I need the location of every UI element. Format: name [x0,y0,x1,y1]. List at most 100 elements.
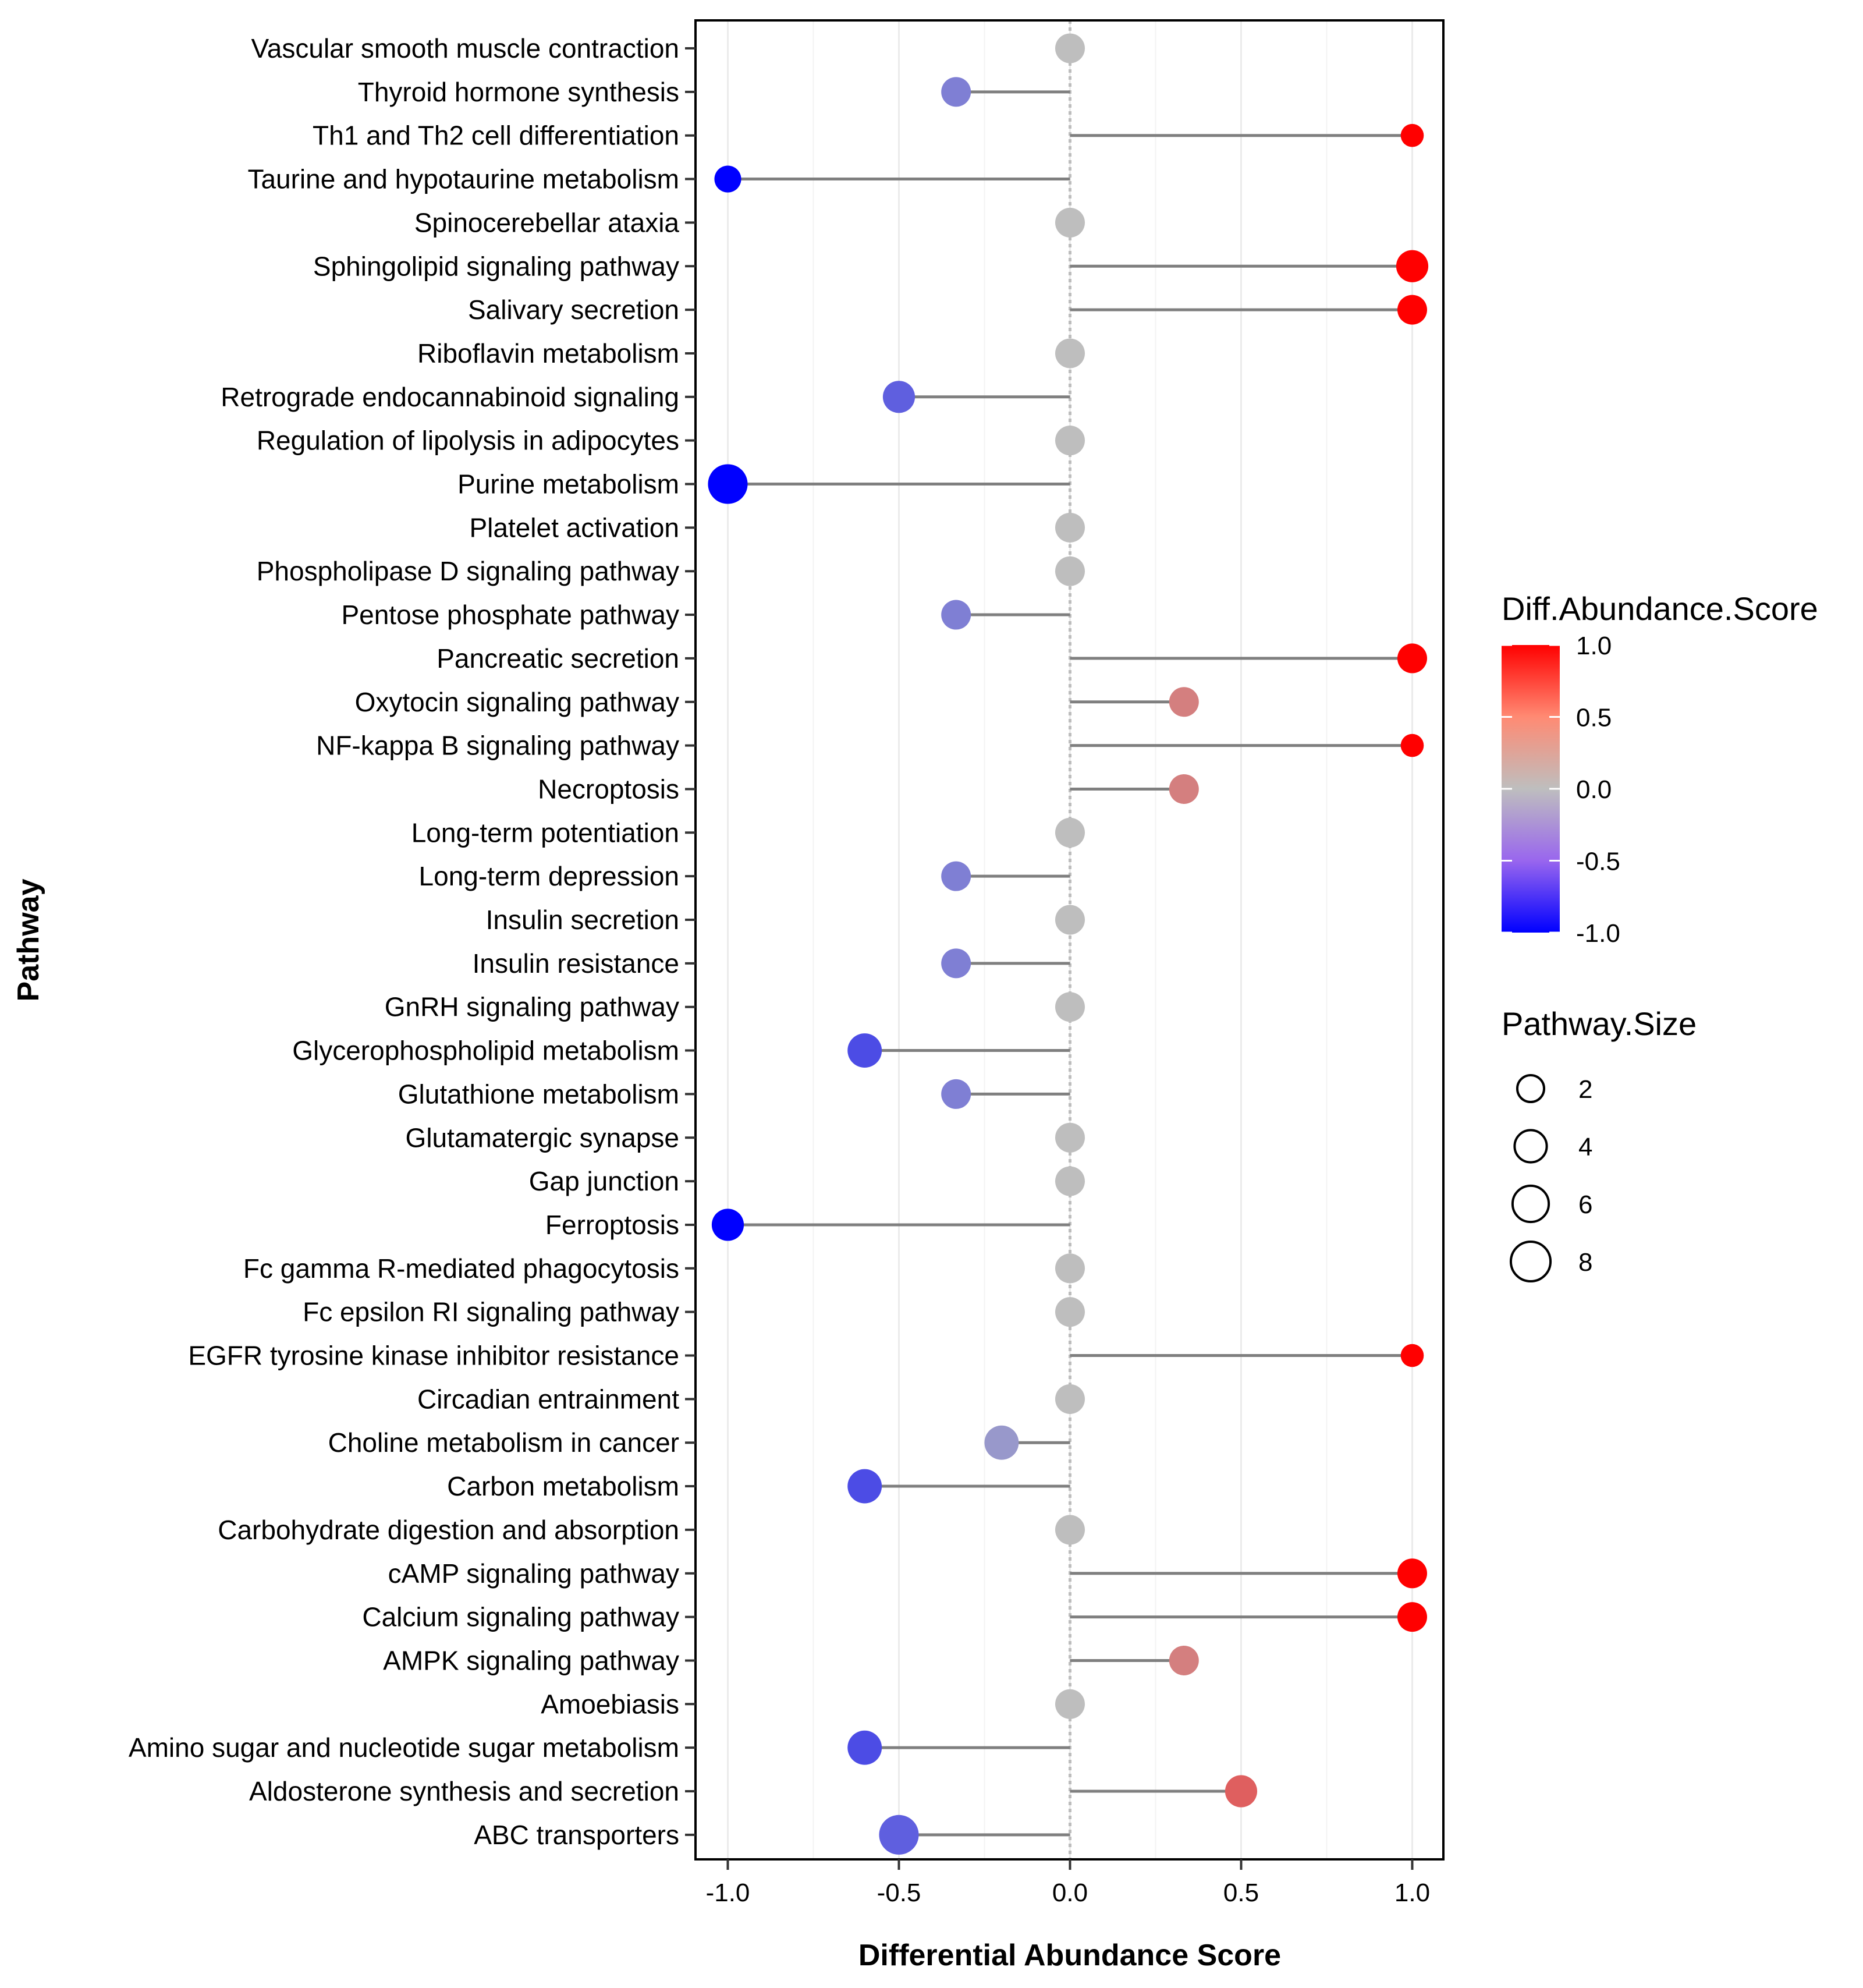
lollipop-point [847,1469,882,1504]
y-tick-label: Necroptosis [538,774,679,804]
size-legend: Pathway.Size 2 4 6 8 [1502,1005,1697,1283]
size-legend-circle [1509,1240,1552,1283]
y-tick-label: GnRH signaling pathway [385,992,679,1022]
lollipop-point [1397,295,1428,325]
y-tick-label: Calcium signaling pathway [362,1602,679,1632]
x-tick-label: -0.5 [877,1879,921,1907]
y-tick-label: Long-term potentiation [411,817,679,848]
lollipop-point [1055,1384,1085,1414]
color-legend: Diff.Abundance.Score 1.0 0.5 0.0 -0.5 -1.0 [1502,590,1818,948]
lollipop-point [1400,123,1424,147]
y-tick-label: ABC transporters [474,1820,679,1850]
lollipop-point [1400,733,1424,757]
lollipop-point [714,165,741,193]
lollipop-point [1055,1253,1085,1284]
color-legend-label: -0.5 [1576,848,1620,876]
y-tick-label: Fc gamma R-mediated phagocytosis [243,1253,679,1284]
y-tick-labels: Vascular smooth muscle contraction Thyroi… [129,33,695,1850]
lollipop-point [711,1209,744,1241]
lollipop-point [941,948,971,979]
y-tick-label: Pancreatic secretion [437,643,679,674]
y-tick-label: Insulin secretion [486,905,679,935]
y-tick-label: Amoebiasis [541,1689,679,1719]
y-tick-label: Fc epsilon RI signaling pathway [303,1297,679,1327]
size-legend-label: 6 [1578,1190,1592,1219]
lollipop-point [941,861,971,891]
lollipop-point [1055,905,1085,935]
y-tick-label: Pentose phosphate pathway [341,600,679,630]
color-legend-label: 0.5 [1576,704,1612,732]
lollipop-point [847,1033,882,1068]
y-tick-label: Vascular smooth muscle contraction [251,33,679,63]
lollipop-point [1055,338,1085,368]
lollipop-point [1225,1775,1258,1808]
y-tick-label: Choline metabolism in cancer [328,1427,679,1458]
y-axis-title: Pathway [12,878,45,1001]
y-tick-label: Purine metabolism [457,469,679,499]
lollipop-point [879,1815,919,1855]
y-tick-label: Phospholipase D signaling pathway [257,556,679,586]
y-tick-label: NF-kappa B signaling pathway [316,731,679,761]
lollipop-point [1169,687,1199,717]
lollipop-point [984,1425,1019,1460]
y-tick-label: Carbohydrate digestion and absorption [218,1515,679,1545]
size-legend-label: 8 [1578,1248,1592,1277]
lollipop-point [1055,207,1085,238]
lollipop-point [1397,1602,1428,1632]
x-tick-label: 0.5 [1223,1879,1259,1907]
size-legend-circle [1511,1184,1550,1224]
y-tick-label: Ferroptosis [545,1210,679,1240]
lollipop-point [882,381,915,413]
size-legend-circle [1513,1129,1548,1164]
color-legend-labels: 1.0 0.5 0.0 -0.5 -1.0 [1502,632,1620,948]
grid-layer [727,20,1413,1859]
y-tick-label: Amino sugar and nucleotide sugar metabol… [129,1732,679,1763]
x-axis-title: Differential Abundance Score [858,1939,1281,1972]
y-tick-label: Th1 and Th2 cell differentiation [313,121,679,151]
lollipop-point [1396,250,1429,282]
color-legend-label: 1.0 [1576,632,1612,660]
y-tick-label: Thyroid hormone synthesis [358,77,679,107]
x-tick-labels: -1.0 -0.5 0.0 0.5 1.0 [706,1859,1430,1907]
lollipop-point [1055,817,1085,848]
lollipop-point [1400,1344,1424,1367]
y-tick-label: EGFR tyrosine kinase inhibitor resistanc… [188,1341,679,1371]
lollipop-point [941,77,971,107]
y-tick-label: Glutathione metabolism [398,1079,679,1109]
lollipop-point [1169,1645,1199,1675]
lollipop-point [1055,426,1085,456]
point-layer [708,33,1429,1855]
y-tick-label: cAMP signaling pathway [388,1558,679,1589]
y-tick-label: Oxytocin signaling pathway [355,687,679,717]
size-legend-items: 2 4 6 8 [1509,1073,1592,1283]
lollipop-point [1055,556,1085,586]
y-tick-label: Carbon metabolism [447,1471,679,1501]
size-legend-circle [1516,1073,1546,1104]
y-tick-label: Retrograde endocannabinoid signaling [221,382,679,412]
y-tick-label: Riboflavin metabolism [417,338,679,368]
lollipop-point [1397,1558,1428,1589]
y-tick-label: Taurine and hypotaurine metabolism [247,164,679,194]
x-tick-label: -1.0 [706,1879,750,1907]
y-tick-label: Glycerophospholipid metabolism [292,1036,679,1066]
stem-layer [728,90,1413,1837]
x-tick-label: 0.0 [1052,1879,1088,1907]
y-tick-label: Regulation of lipolysis in adipocytes [257,426,679,456]
color-legend-title: Diff.Abundance.Score [1502,590,1818,627]
lollipop-point [1169,774,1199,804]
lollipop-point [1055,1689,1085,1719]
y-tick-label: Circadian entrainment [417,1384,679,1414]
y-tick-label: Glutamatergic synapse [406,1122,679,1153]
lollipop-point [847,1730,882,1765]
size-legend-label: 4 [1578,1133,1592,1161]
y-tick-label: Spinocerebellar ataxia [414,207,680,238]
lollipop-point [941,600,971,630]
lollipop-point [1055,512,1085,543]
lollipop-point [1055,992,1085,1022]
y-tick-label: Aldosterone synthesis and secretion [249,1776,679,1806]
y-tick-label: Long-term depression [419,861,679,891]
y-tick-label: AMPK signaling pathway [383,1645,679,1675]
y-tick-label: Insulin resistance [473,948,679,979]
